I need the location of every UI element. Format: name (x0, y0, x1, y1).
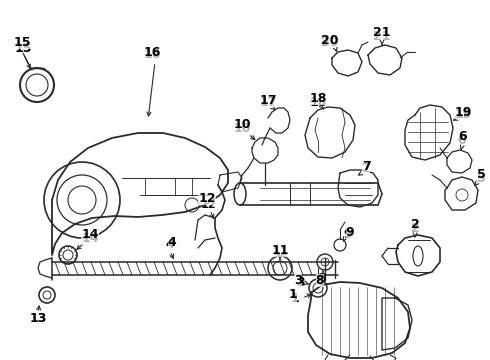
Text: 9: 9 (343, 229, 352, 242)
Text: 8: 8 (316, 274, 324, 287)
Text: 7: 7 (362, 159, 370, 172)
Text: 10: 10 (233, 118, 251, 131)
Text: 4: 4 (166, 238, 174, 252)
Text: 9: 9 (345, 225, 354, 238)
Text: 19: 19 (454, 105, 472, 118)
Text: 1: 1 (291, 292, 299, 305)
Text: 5: 5 (477, 168, 486, 181)
Text: 1: 1 (289, 288, 297, 302)
Text: 12: 12 (200, 200, 216, 210)
Text: 18: 18 (309, 95, 327, 108)
Text: 17: 17 (259, 95, 277, 108)
Text: 2: 2 (411, 219, 419, 231)
Text: 20: 20 (321, 36, 339, 49)
Text: 7: 7 (361, 162, 369, 175)
Text: 11: 11 (272, 247, 288, 257)
Text: 21: 21 (373, 27, 391, 40)
Text: 20: 20 (321, 33, 339, 46)
Text: 5: 5 (477, 171, 486, 184)
Text: 18: 18 (309, 91, 327, 104)
Text: 19: 19 (454, 108, 472, 122)
Text: 3: 3 (295, 275, 304, 288)
Text: 15: 15 (14, 41, 32, 54)
Text: 15: 15 (13, 36, 31, 49)
Text: 21: 21 (373, 30, 391, 42)
Text: 6: 6 (458, 134, 466, 147)
Text: 14: 14 (81, 231, 99, 244)
Text: 2: 2 (411, 221, 419, 234)
Text: 14: 14 (81, 229, 99, 242)
Text: 8: 8 (318, 271, 326, 284)
Text: 3: 3 (294, 274, 302, 287)
Text: 16: 16 (143, 49, 161, 62)
Text: 13: 13 (29, 311, 47, 324)
Text: 12: 12 (198, 192, 216, 204)
Text: 11: 11 (271, 243, 289, 256)
Text: 16: 16 (143, 46, 161, 59)
Text: 10: 10 (233, 122, 251, 135)
Text: 6: 6 (459, 130, 467, 144)
Text: 4: 4 (168, 237, 176, 249)
Text: 13: 13 (29, 311, 47, 324)
Text: 17: 17 (259, 94, 277, 107)
